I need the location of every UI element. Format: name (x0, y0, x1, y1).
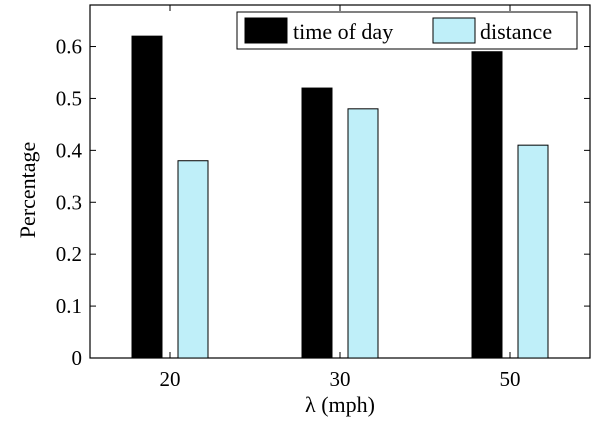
y-tick-label: 0.5 (56, 86, 82, 110)
bar-time-of-day-50 (471, 51, 503, 359)
x-tick-label: 20 (160, 367, 181, 391)
legend-swatch-time-of-day (244, 17, 288, 44)
legend-label-distance: distance (480, 19, 552, 44)
y-tick-label: 0.4 (56, 138, 83, 162)
bar-time-of-day-30 (301, 87, 333, 359)
y-axis-label: Percentage (15, 142, 40, 239)
y-tick-label: 0 (72, 346, 83, 370)
y-tick-label: 0.3 (56, 190, 82, 214)
bar-distance-20 (177, 160, 209, 359)
bar-distance-50 (517, 144, 549, 359)
plot-area: 0 0.1 0.2 0.3 0.4 0.5 0.6 20 30 50 (56, 4, 591, 391)
x-tick-label: 50 (500, 367, 521, 391)
x-axis-label: λ (mph) (305, 392, 375, 417)
y-tick-label: 0.2 (56, 242, 82, 266)
x-tick-label: 30 (330, 367, 351, 391)
y-tick-label: 0.1 (56, 294, 82, 318)
legend: time of day distance (236, 11, 578, 50)
legend-box (236, 11, 578, 50)
y-tick-label: 0.6 (56, 35, 82, 59)
legend-label-time-of-day: time of day (293, 19, 393, 44)
bar-time-of-day-20 (131, 35, 163, 359)
plot-frame (89, 4, 591, 359)
legend-swatch-distance (432, 17, 476, 44)
bar-distance-30 (347, 108, 379, 359)
